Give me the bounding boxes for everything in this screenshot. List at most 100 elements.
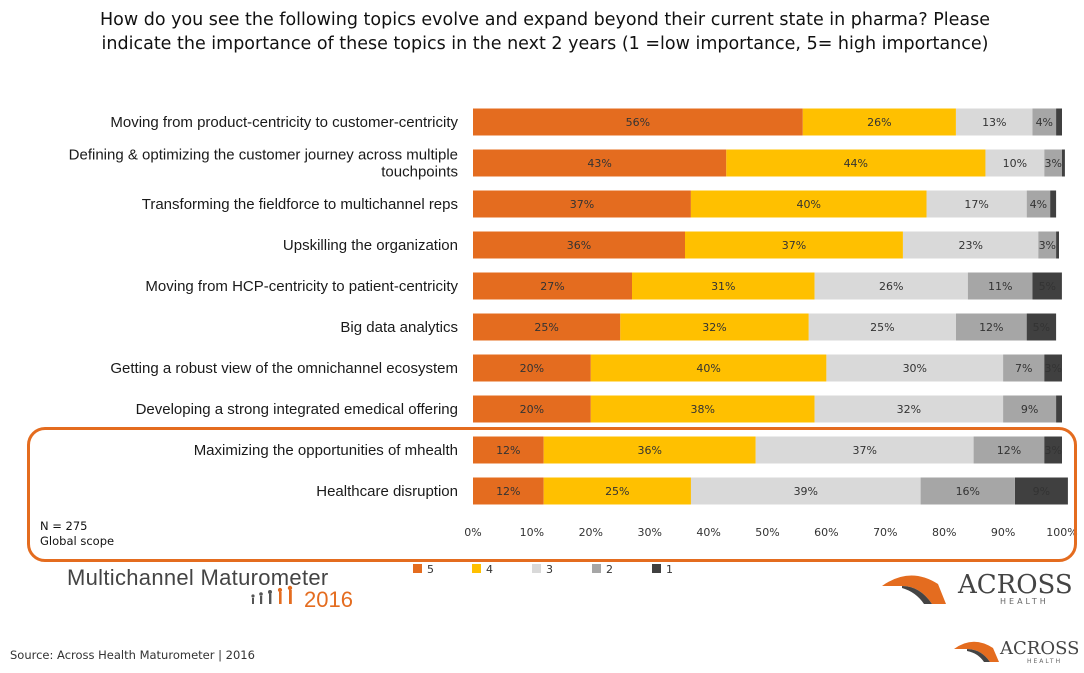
x-tick-label: 0% — [464, 526, 481, 539]
legend-swatch — [413, 564, 422, 573]
bar-segment-4 — [726, 149, 986, 177]
legend-label: 4 — [486, 563, 493, 576]
bar-segment-2 — [1026, 190, 1051, 218]
data-label: 43% — [587, 157, 611, 170]
chart-title-line-1: How do you see the following topics evol… — [99, 10, 991, 30]
bar-segment-1 — [1032, 272, 1062, 300]
bar-segment-1 — [1062, 149, 1065, 177]
bar-segment-3 — [903, 231, 1039, 259]
data-label: 25% — [870, 321, 894, 334]
data-label: 20% — [520, 403, 544, 416]
bar-segment-5 — [473, 354, 591, 382]
chart-title: How do you see the following topics evol… — [40, 8, 1050, 56]
data-label: 39% — [794, 485, 818, 498]
data-label: 40% — [796, 198, 820, 211]
health-logo-small-word: HEALTH — [1027, 658, 1062, 665]
across-swoosh-small-icon: ACROSS HEALTH — [954, 638, 1079, 665]
bar-segment-3 — [690, 477, 921, 505]
bar-segment-4 — [543, 477, 691, 505]
data-label: 3% — [1044, 362, 1061, 375]
category-label: Developing a strong integrated emedical … — [136, 401, 458, 418]
data-label: 20% — [520, 362, 544, 375]
x-tick-label: 40% — [696, 526, 720, 539]
bar-segment-5 — [473, 313, 621, 341]
bar-segment-1 — [1026, 313, 1057, 341]
data-label: 36% — [637, 444, 661, 457]
bar-segment-3 — [985, 149, 1045, 177]
category-label: Upskilling the organization — [283, 237, 458, 254]
data-label: 7% — [1015, 362, 1032, 375]
maturometer-logo-year: 2016 — [304, 587, 353, 612]
bar-segment-2 — [1003, 395, 1057, 423]
bar-segment-3 — [814, 272, 968, 300]
category-label: Moving from product-centricity to custom… — [110, 114, 458, 131]
data-label: 23% — [958, 239, 982, 252]
chart-title-line-2: indicate the importance of these topics … — [101, 34, 989, 54]
bar-segment-5 — [473, 477, 544, 505]
data-label: 3% — [1039, 239, 1056, 252]
maturometer-logo: Multichannel Maturometer 2016 — [67, 565, 353, 612]
data-label: 30% — [903, 362, 927, 375]
data-label: 9% — [1033, 485, 1050, 498]
bar-segment-1 — [1056, 108, 1062, 136]
category-label: Maximizing the opportunities of mhealth — [194, 442, 458, 459]
data-label: 37% — [782, 239, 806, 252]
bar-segment-2 — [920, 477, 1015, 505]
bar-segment-2 — [1044, 149, 1062, 177]
data-label: 12% — [997, 444, 1021, 457]
bar-segment-2 — [967, 272, 1033, 300]
legend-label: 3 — [546, 563, 553, 576]
bar-segment-4 — [543, 436, 756, 464]
data-label: 11% — [988, 280, 1012, 293]
data-label: 9% — [1021, 403, 1038, 416]
x-tick-label: 10% — [520, 526, 544, 539]
data-label: 38% — [690, 403, 714, 416]
x-tick-label: 70% — [873, 526, 897, 539]
data-label: 32% — [897, 403, 921, 416]
bar-segment-1 — [1044, 354, 1062, 382]
data-label: 12% — [496, 444, 520, 457]
bar-segment-2 — [1003, 354, 1045, 382]
highlight-frame — [27, 427, 1077, 562]
data-label: 40% — [696, 362, 720, 375]
data-label: 4% — [1036, 116, 1053, 129]
x-tick-label: 80% — [932, 526, 956, 539]
bar-segment-5 — [473, 272, 632, 300]
legend-swatch — [532, 564, 541, 573]
data-label: 26% — [879, 280, 903, 293]
legend-label: 2 — [606, 563, 613, 576]
legend-label: 5 — [427, 563, 434, 576]
sample-note: N = 275 Global scope — [40, 519, 114, 549]
bar-segment-4 — [685, 231, 903, 259]
x-tick-label: 60% — [814, 526, 838, 539]
data-label: 16% — [956, 485, 980, 498]
bar-segment-4 — [620, 313, 809, 341]
data-label: 17% — [964, 198, 988, 211]
category-label: Big data analytics — [340, 319, 458, 336]
legend-swatch — [472, 564, 481, 573]
stacked-bar-chart: Moving from product-centricity to custom… — [69, 108, 1078, 576]
bar-segment-5 — [473, 436, 544, 464]
category-label: Defining & optimizing the customer journ… — [69, 147, 458, 164]
data-label: 26% — [867, 116, 891, 129]
legend-swatch — [652, 564, 661, 573]
category-label: Healthcare disruption — [316, 483, 458, 500]
x-tick-label: 30% — [637, 526, 661, 539]
data-label: 37% — [570, 198, 594, 211]
data-label: 36% — [567, 239, 591, 252]
data-label: 4% — [1030, 198, 1047, 211]
data-label: 12% — [496, 485, 520, 498]
legend-swatch — [592, 564, 601, 573]
data-label: 37% — [852, 444, 876, 457]
across-health-logo-small: ACROSS HEALTH — [953, 635, 1079, 670]
bar-segment-5 — [473, 231, 685, 259]
data-label: 44% — [844, 157, 868, 170]
bar-segment-5 — [473, 190, 691, 218]
bar-segment-1 — [1056, 395, 1062, 423]
bar-segment-5 — [473, 149, 727, 177]
data-label: 13% — [982, 116, 1006, 129]
x-tick-label: 100% — [1046, 526, 1077, 539]
x-tick-label: 20% — [579, 526, 603, 539]
bar-segment-4 — [690, 190, 927, 218]
bar-segment-4 — [802, 108, 956, 136]
